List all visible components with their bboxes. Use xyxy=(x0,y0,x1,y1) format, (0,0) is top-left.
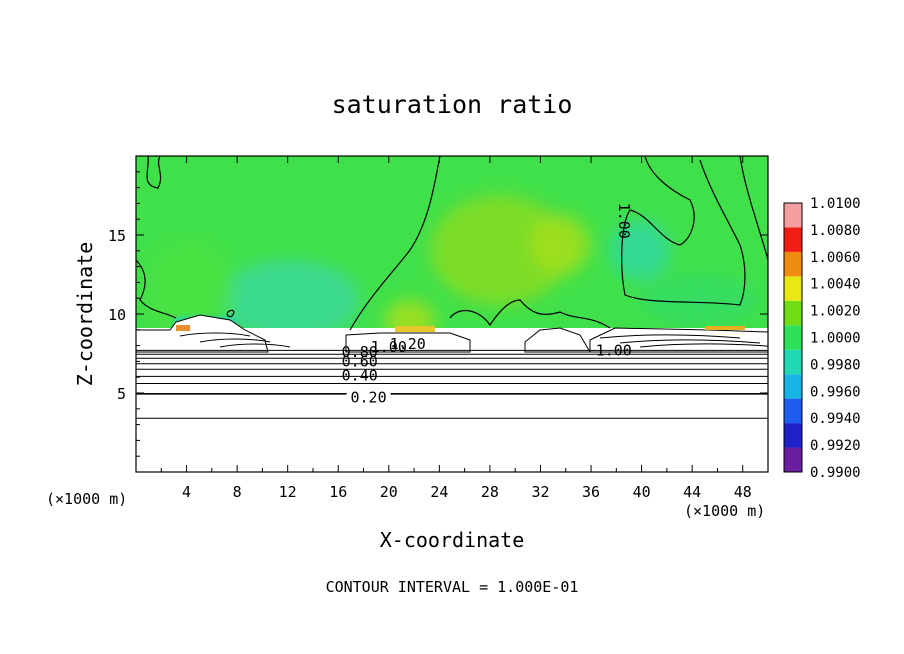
contour-line xyxy=(199,338,271,343)
x-tick-label: 36 xyxy=(582,483,600,501)
contour-label: 1.00 xyxy=(371,338,407,356)
y-axis: 5 10 15 xyxy=(108,171,768,457)
colorbar-swatch xyxy=(784,251,802,277)
x-axis: 4 8 12 16 20 24 28 32 36 40 44 48 xyxy=(160,156,752,501)
contour-line xyxy=(179,332,251,337)
plot-area xyxy=(136,156,768,472)
colorbar-label: 1.0000 xyxy=(810,331,861,347)
x-tick-label: 20 xyxy=(380,483,398,501)
colorbar-label: 1.0080 xyxy=(810,223,861,239)
contour-line xyxy=(136,357,768,360)
saturation-contours xyxy=(136,156,768,331)
contour-line xyxy=(136,417,768,420)
contour-label: 0.20 xyxy=(351,389,387,407)
contour-label-bg xyxy=(346,390,391,405)
x-tick-label: 44 xyxy=(683,483,701,501)
contour-line xyxy=(136,375,768,378)
y-tick-label: 10 xyxy=(108,306,126,324)
colorbar-swatch xyxy=(784,423,802,448)
colorbar-swatch xyxy=(784,276,802,301)
colorbar-label: 0.9980 xyxy=(810,357,861,373)
contour-label: 0.80 xyxy=(342,343,378,361)
contour-label: 1.00 xyxy=(615,203,633,239)
x-unit-right: (×1000 m) xyxy=(684,502,765,520)
contour-line xyxy=(219,343,291,348)
colorbar-swatch xyxy=(784,227,802,252)
x-tick-label: 28 xyxy=(481,483,499,501)
colorbar-label: 1.0100 xyxy=(810,196,861,212)
y-axis-label: Z-coordinate xyxy=(73,242,97,387)
x-tick-label: 12 xyxy=(279,483,297,501)
y-tick-label: 15 xyxy=(108,227,126,245)
colorbar-label: 0.9920 xyxy=(810,438,861,454)
contour-line xyxy=(136,382,768,385)
x-axis-label: X-coordinate xyxy=(380,528,525,552)
colorbar-swatch xyxy=(784,447,802,472)
chart-title: saturation ratio xyxy=(332,90,573,119)
colorbar-swatch xyxy=(784,374,802,399)
colorbar-label: 0.9900 xyxy=(810,465,861,481)
contour-interval-note: CONTOUR INTERVAL = 1.000E-01 xyxy=(326,578,579,596)
colorbar-label: 0.9940 xyxy=(810,411,861,427)
x-tick-label: 16 xyxy=(329,483,347,501)
contour-line xyxy=(136,349,768,352)
contour-label: 0.60 xyxy=(342,352,378,370)
colorbar-swatch xyxy=(784,203,802,228)
x-tick-label: 4 xyxy=(182,483,191,501)
colorbar-label: 0.9960 xyxy=(810,384,861,400)
x-tick-label: 48 xyxy=(734,483,752,501)
contour-label: 0.40 xyxy=(342,367,378,385)
y-tick-label: 5 xyxy=(117,385,126,403)
colorbar-frame xyxy=(783,202,803,473)
colorbar: 0.9900 0.9920 0.9940 0.9960 0.9980 1.0000 1.00… xyxy=(783,196,861,481)
contour-line xyxy=(136,353,768,356)
contour-line xyxy=(136,368,768,371)
contour-line xyxy=(639,343,768,348)
colorbar-label: 1.0040 xyxy=(810,277,861,293)
contour-line xyxy=(136,362,768,365)
colorbar-swatch xyxy=(784,398,802,424)
contour-labels: 0.200.400.600.801.001.20 1.001.00 xyxy=(342,203,633,407)
colorbar-label: 1.0060 xyxy=(810,250,861,266)
x-tick-label: 8 xyxy=(233,483,242,501)
contour-line xyxy=(599,334,741,339)
x-tick-label: 24 xyxy=(430,483,448,501)
colorbar-swatch xyxy=(784,300,802,326)
contour-line xyxy=(619,339,761,344)
contour-label: 1.20 xyxy=(390,335,426,353)
contour-label: 1.00 xyxy=(596,341,632,359)
lower-contour-lines xyxy=(136,332,768,420)
x-tick-label: 40 xyxy=(633,483,651,501)
colorbar-swatch xyxy=(784,349,802,375)
colorbar-swatch xyxy=(784,325,802,350)
x-unit-left: (×1000 m) xyxy=(46,490,127,508)
colorbar-label: 1.0020 xyxy=(810,304,861,320)
contour-line xyxy=(136,392,768,395)
x-tick-label: 32 xyxy=(531,483,549,501)
